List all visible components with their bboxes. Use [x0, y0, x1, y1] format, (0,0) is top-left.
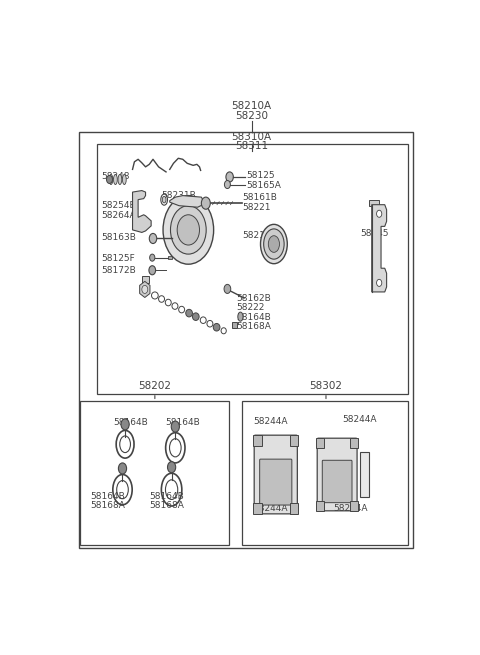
Circle shape	[121, 419, 129, 430]
Circle shape	[224, 284, 231, 293]
Text: 58210A: 58210A	[231, 102, 272, 111]
Text: 58163B: 58163B	[102, 233, 136, 242]
FancyBboxPatch shape	[317, 438, 357, 511]
Bar	[232, 322, 237, 328]
Circle shape	[226, 172, 233, 182]
Bar	[97, 144, 408, 394]
Text: 58164B: 58164B	[149, 492, 184, 500]
Circle shape	[177, 215, 200, 245]
Bar	[79, 132, 413, 548]
Text: 58244A: 58244A	[253, 504, 288, 513]
Ellipse shape	[186, 309, 192, 317]
Circle shape	[163, 196, 214, 264]
Text: 58310A: 58310A	[231, 132, 272, 141]
Polygon shape	[350, 501, 358, 512]
Ellipse shape	[118, 174, 122, 185]
Ellipse shape	[261, 225, 288, 264]
Polygon shape	[170, 196, 205, 207]
Ellipse shape	[268, 236, 279, 252]
Text: 58164B: 58164B	[237, 312, 272, 322]
Polygon shape	[350, 438, 358, 448]
Text: 58164B: 58164B	[113, 418, 147, 427]
Circle shape	[377, 279, 382, 286]
Circle shape	[168, 462, 176, 473]
Bar	[360, 452, 369, 497]
Polygon shape	[253, 503, 262, 514]
Polygon shape	[316, 501, 324, 512]
Text: 58164B: 58164B	[91, 492, 125, 500]
Text: 58168A: 58168A	[149, 501, 184, 510]
Polygon shape	[289, 503, 298, 514]
Text: 58164B: 58164B	[165, 418, 200, 427]
Text: 58125: 58125	[246, 171, 275, 180]
Circle shape	[107, 176, 112, 183]
Ellipse shape	[109, 174, 113, 185]
Text: 58165A: 58165A	[246, 181, 281, 189]
Text: 58125F: 58125F	[102, 253, 135, 263]
Polygon shape	[372, 204, 386, 292]
Text: 58264A: 58264A	[102, 211, 136, 220]
Ellipse shape	[238, 312, 243, 321]
Ellipse shape	[213, 324, 220, 331]
Ellipse shape	[162, 196, 166, 203]
Bar	[369, 200, 379, 206]
Text: 58254B: 58254B	[102, 201, 136, 210]
Text: 58161B: 58161B	[242, 193, 277, 202]
Circle shape	[149, 266, 156, 275]
FancyBboxPatch shape	[322, 460, 352, 502]
Text: 58248: 58248	[102, 172, 130, 181]
Text: 58168A: 58168A	[237, 322, 272, 331]
Circle shape	[171, 421, 180, 432]
Text: 58244A: 58244A	[342, 415, 376, 424]
Text: 58245: 58245	[360, 229, 389, 238]
Circle shape	[225, 181, 230, 189]
Text: 58221: 58221	[242, 202, 271, 212]
Text: 58213: 58213	[242, 231, 271, 240]
FancyBboxPatch shape	[254, 435, 297, 514]
Circle shape	[377, 210, 382, 217]
Text: 58168A: 58168A	[91, 501, 125, 510]
Text: 58244A: 58244A	[253, 417, 288, 426]
Bar	[81, 402, 229, 545]
Polygon shape	[289, 435, 298, 446]
Circle shape	[150, 254, 155, 261]
Polygon shape	[253, 435, 262, 446]
Polygon shape	[316, 438, 324, 448]
Text: 58230: 58230	[235, 111, 268, 121]
Polygon shape	[140, 282, 150, 297]
Text: 58222: 58222	[237, 303, 265, 312]
Bar	[168, 256, 172, 259]
Ellipse shape	[122, 174, 126, 185]
Text: 58162B: 58162B	[237, 294, 272, 303]
Ellipse shape	[114, 174, 117, 185]
Bar	[142, 276, 148, 283]
Circle shape	[142, 286, 148, 293]
Circle shape	[170, 206, 206, 254]
Circle shape	[149, 233, 156, 244]
Text: 58202: 58202	[138, 381, 171, 391]
Text: 58231B: 58231B	[161, 191, 196, 200]
Ellipse shape	[192, 313, 199, 320]
FancyBboxPatch shape	[260, 459, 292, 505]
Text: 58311: 58311	[235, 141, 268, 151]
Text: 58302: 58302	[310, 381, 342, 391]
Text: 58172B: 58172B	[102, 266, 136, 274]
Ellipse shape	[264, 229, 284, 259]
Circle shape	[202, 197, 210, 209]
Circle shape	[119, 463, 127, 474]
Text: 58244A: 58244A	[334, 504, 368, 513]
Polygon shape	[132, 191, 151, 233]
Bar	[242, 402, 408, 545]
